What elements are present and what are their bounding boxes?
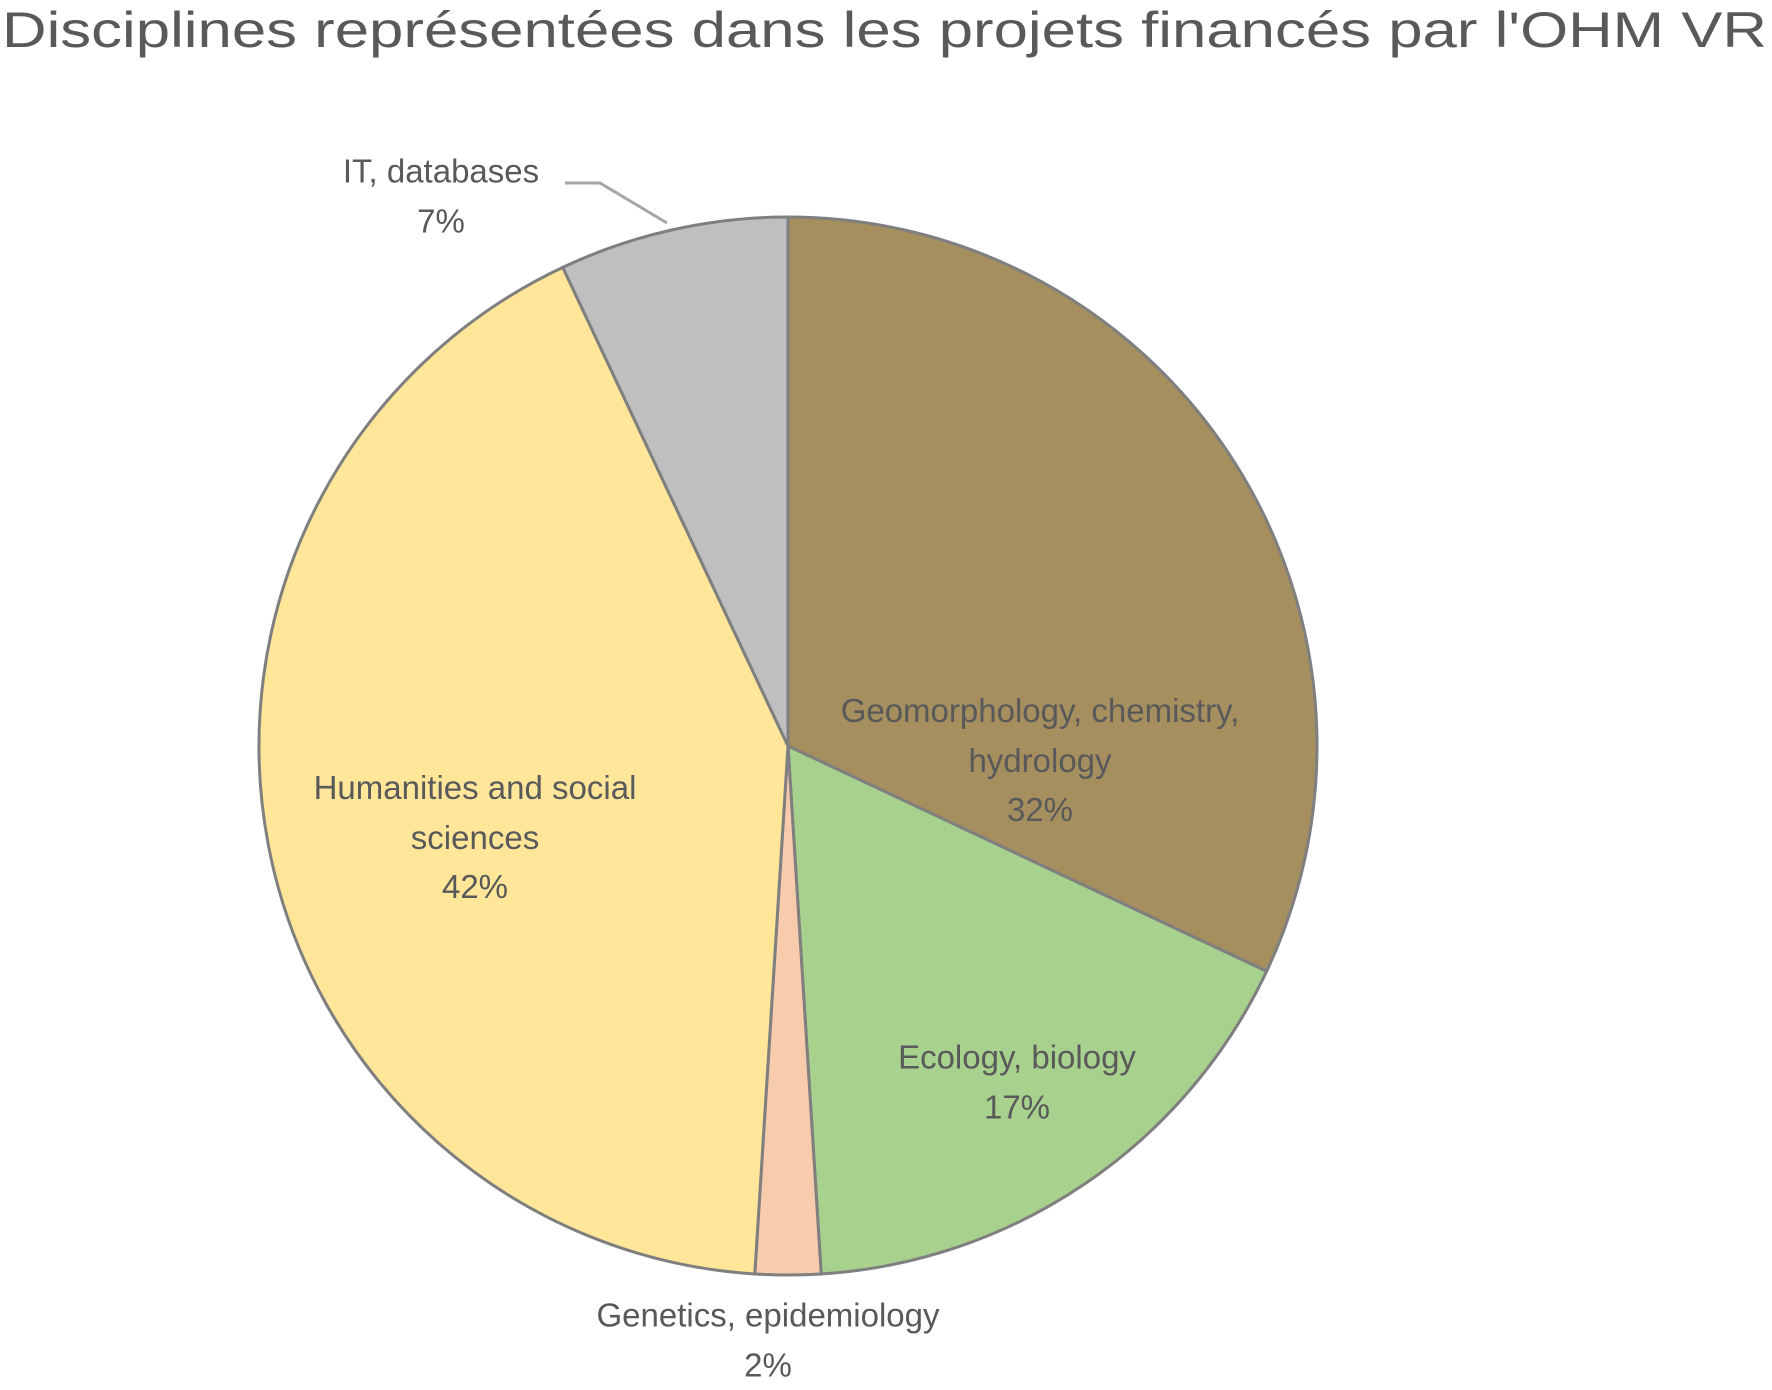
value-label: 2% <box>744 1346 792 1383</box>
value-label: 42% <box>441 867 509 905</box>
category-label: Genetics, epidemiology <box>596 1296 940 1334</box>
category-label: Geomorphology, chemistry, hydrology <box>840 691 1240 779</box>
category-label: Ecology, biology <box>898 1038 1136 1076</box>
pie-slice <box>560 215 790 747</box>
data-label: Ecology, biology 17% <box>807 1033 1227 1132</box>
chart-title: Disciplines représentées dans les projet… <box>2 2 1767 58</box>
category-label: IT, databases <box>342 152 540 190</box>
data-label: IT, databases 7% <box>291 147 591 246</box>
pie-slice <box>786 743 1269 1276</box>
data-label: Humanities and social sciences 42% <box>255 763 695 912</box>
value-label: 17% <box>983 1088 1051 1125</box>
pie-slice <box>257 265 790 1276</box>
value-label: 7% <box>417 202 465 239</box>
leader-line <box>565 181 668 225</box>
category-label: Humanities and social sciences <box>313 768 637 856</box>
value-label: 32% <box>1006 790 1074 828</box>
data-label: Geomorphology, chemistry, hydrology 32% <box>780 686 1300 835</box>
data-label: Genetics, epidemiology 2% <box>528 1291 1008 1390</box>
pie-slice <box>786 215 1319 974</box>
